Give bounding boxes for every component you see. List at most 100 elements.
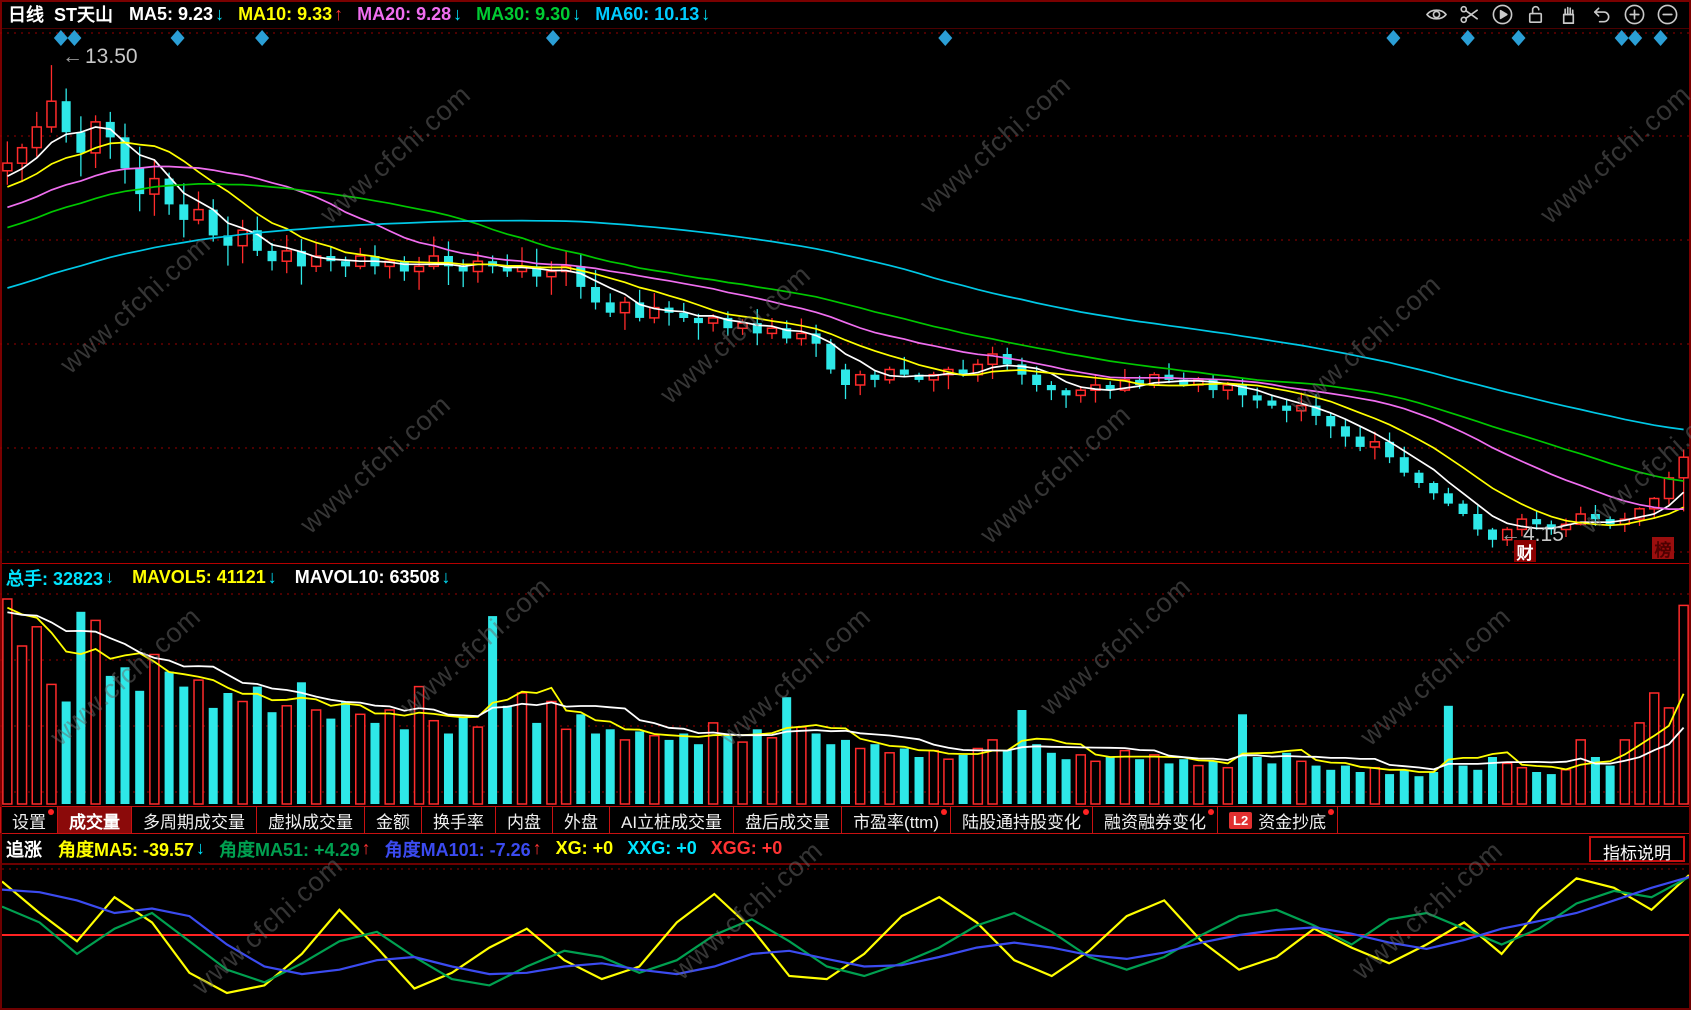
trend-arrow-icon: ↑ — [361, 838, 371, 858]
trend-arrow-icon: ↓ — [453, 3, 463, 24]
indicator-legend-item: 角度MA5: -39.57 ↓ — [58, 836, 205, 862]
indicator-legend-item-text: 角度MA101: -7.26 — [384, 839, 531, 860]
tab-换手率[interactable]: 换手率 — [422, 807, 496, 833]
symbol-name: ST天山 — [54, 5, 114, 25]
trend-arrow-icon: ↓ — [196, 838, 206, 858]
ma-legend-item-text: MA30: 9.30 — [476, 3, 571, 24]
ma-legend-item-text: MA20: 9.28 — [357, 3, 452, 24]
tab-label: 市盈率(ttm) — [853, 812, 939, 832]
indicator-canvas[interactable] — [2, 865, 1689, 1008]
tab-label: 外盘 — [564, 812, 598, 832]
volume-legend: 总手: 32823 ↓ MAVOL5: 41121 ↓ MAVOL10: 63508 ↓ — [0, 563, 1691, 591]
volume-legend-item-text: 总手: 32823 — [6, 568, 104, 589]
notification-dot-icon — [1208, 809, 1214, 815]
indicator-legend-item-text: XG: +0 — [555, 838, 614, 858]
tab-金额[interactable]: 金额 — [365, 807, 422, 833]
tab-盘后成交量[interactable]: 盘后成交量 — [734, 807, 843, 833]
undo-icon[interactable] — [1589, 2, 1613, 26]
tab-label: 陆股通持股变化 — [962, 812, 1081, 832]
ma-legend-item: MA30: 9.30 ↓ — [476, 4, 581, 25]
zoom-in-icon[interactable] — [1622, 2, 1646, 26]
trend-arrow-icon: ↓ — [441, 567, 451, 587]
hand-icon[interactable] — [1556, 2, 1580, 26]
indicator-legend-item-text: XGG: +0 — [710, 838, 783, 858]
chart-top-bar: 日线 ST天山 MA5: 9.23 ↓ MA10: 9.33 ↑ MA20: 9.28 ↓… — [0, 0, 1691, 29]
notification-dot-icon — [1083, 809, 1089, 815]
tab-内盘[interactable]: 内盘 — [496, 807, 553, 833]
tab-AI立桩成交量[interactable]: AI立桩成交量 — [610, 807, 735, 833]
tab-label: 多周期成交量 — [143, 812, 245, 832]
tab-label: 资金抄底 — [1258, 812, 1327, 832]
tab-label: 换手率 — [433, 812, 484, 832]
ma-legend-item: MA10: 9.33 ↑ — [238, 4, 343, 25]
trend-arrow-icon: ↑ — [334, 3, 344, 24]
ma-legend: MA5: 9.23 ↓ MA10: 9.33 ↑ MA20: 9.28 ↓ MA30: 9.… — [129, 4, 710, 25]
indicator-legend-item-text: XXG: +0 — [627, 838, 697, 858]
tab-虚拟成交量[interactable]: 虚拟成交量 — [257, 807, 365, 833]
trend-arrow-icon: ↑ — [532, 838, 542, 858]
tab-市盈率(ttm)[interactable]: 市盈率(ttm) — [842, 807, 951, 833]
l2-badge: L2 — [1229, 811, 1253, 829]
cai-news-badge[interactable]: 财 — [1514, 540, 1536, 563]
period-label[interactable]: 日线 — [8, 5, 44, 25]
ma-legend-item-text: MA5: 9.23 — [129, 3, 214, 24]
tab-label: AI立桩成交量 — [621, 812, 723, 832]
volume-chart[interactable]: www.cfchi.com www.cfchi.com www.cfchi.com w… — [0, 571, 1691, 806]
indicator-tab-bar: 设置 成交量 多周期成交量 虚拟成交量 金额 换手率 内盘 外盘 AI立桩成交量 盘后成交量 市盈率… — [0, 806, 1691, 834]
ma-legend-item-text: MA10: 9.33 — [238, 3, 333, 24]
tab-融资融券变化[interactable]: 融资融券变化 — [1093, 807, 1218, 833]
notification-dot-icon — [941, 809, 947, 815]
toolbar-icons — [1424, 2, 1683, 26]
volume-legend-item: MAVOL10: 63508 ↓ — [295, 567, 451, 588]
trend-arrow-icon: ↓ — [105, 567, 115, 587]
tab-多周期成交量[interactable]: 多周期成交量 — [132, 807, 257, 833]
volume-legend-item: MAVOL5: 41121 ↓ — [132, 567, 277, 588]
indicator-name[interactable]: 追涨 — [6, 839, 42, 860]
trend-arrow-icon: ↓ — [267, 567, 277, 587]
zoom-out-icon[interactable] — [1655, 2, 1679, 26]
indicator-legend-item: 角度MA51: +4.29 ↑ — [219, 836, 371, 862]
bang-rank-badge[interactable]: 榜 — [1652, 537, 1674, 560]
volume-legend-item-text: MAVOL10: 63508 — [294, 567, 440, 587]
indicator-legend-item: 角度MA101: -7.26 ↑ — [385, 836, 542, 862]
play-icon[interactable] — [1490, 2, 1514, 26]
lock-icon[interactable] — [1523, 2, 1547, 26]
tab-成交量[interactable]: 成交量 — [58, 807, 132, 833]
volume-canvas[interactable] — [0, 591, 1691, 806]
tab-label: 盘后成交量 — [745, 812, 831, 832]
ma-legend-item: MA20: 9.28 ↓ — [357, 4, 462, 25]
main-price-chart[interactable]: 13.50 4.15 财 榜 www.cfchi.comwww.cfchi.co… — [0, 29, 1691, 563]
volume-legend-item-text: MAVOL5: 41121 — [132, 567, 266, 587]
indicator-explain-button[interactable]: 指标说明 — [1589, 835, 1685, 863]
trend-arrow-icon: ↓ — [215, 3, 225, 24]
ma-legend-item: MA60: 10.13 ↓ — [595, 4, 710, 25]
indicator-legend-item: XXG: +0 — [627, 838, 697, 859]
indicator-values: 角度MA5: -39.57 ↓ 角度MA51: +4.29 ↑ 角度MA101: -7.… — [58, 836, 782, 862]
indicator-legend-item-text: 角度MA5: -39.57 — [58, 839, 195, 860]
ma-legend-item-text: MA60: 10.13 — [595, 3, 700, 24]
tab-资金抄底[interactable]: L2 资金抄底 — [1218, 807, 1339, 833]
trend-arrow-icon: ↓ — [572, 3, 582, 24]
trend-arrow-icon: ↓ — [701, 3, 711, 24]
notification-dot-icon — [1328, 809, 1335, 815]
tab-label: 虚拟成交量 — [268, 812, 353, 832]
tab-设置[interactable]: 设置 — [0, 807, 58, 833]
tab-label: 设置 — [12, 812, 46, 832]
high-price-label: 13.50 — [62, 45, 138, 69]
indicator-legend-item: XGG: +0 — [711, 838, 783, 859]
tab-陆股通持股变化[interactable]: 陆股通持股变化 — [951, 807, 1093, 833]
notification-dot-icon — [48, 809, 54, 815]
tab-label: 内盘 — [507, 812, 541, 832]
tab-label: 融资融券变化 — [1104, 812, 1206, 832]
tab-label: 金额 — [376, 812, 410, 832]
tab-label: 成交量 — [69, 812, 120, 832]
eye-icon[interactable] — [1424, 2, 1448, 26]
candlestick-canvas[interactable] — [0, 29, 1691, 563]
indicator-legend-item-text: 角度MA51: +4.29 — [219, 839, 360, 860]
indicator-chart[interactable]: www.cfchi.com www.cfchi.com www.cfchi.com — [0, 835, 1691, 1010]
tab-外盘[interactable]: 外盘 — [553, 807, 610, 833]
volume-legend-item: 总手: 32823 ↓ — [6, 565, 114, 591]
scissors-icon[interactable] — [1457, 2, 1481, 26]
indicator-legend: 追涨 角度MA5: -39.57 ↓ 角度MA51: +4.29 ↑ 角度MA101: … — [0, 834, 1691, 863]
